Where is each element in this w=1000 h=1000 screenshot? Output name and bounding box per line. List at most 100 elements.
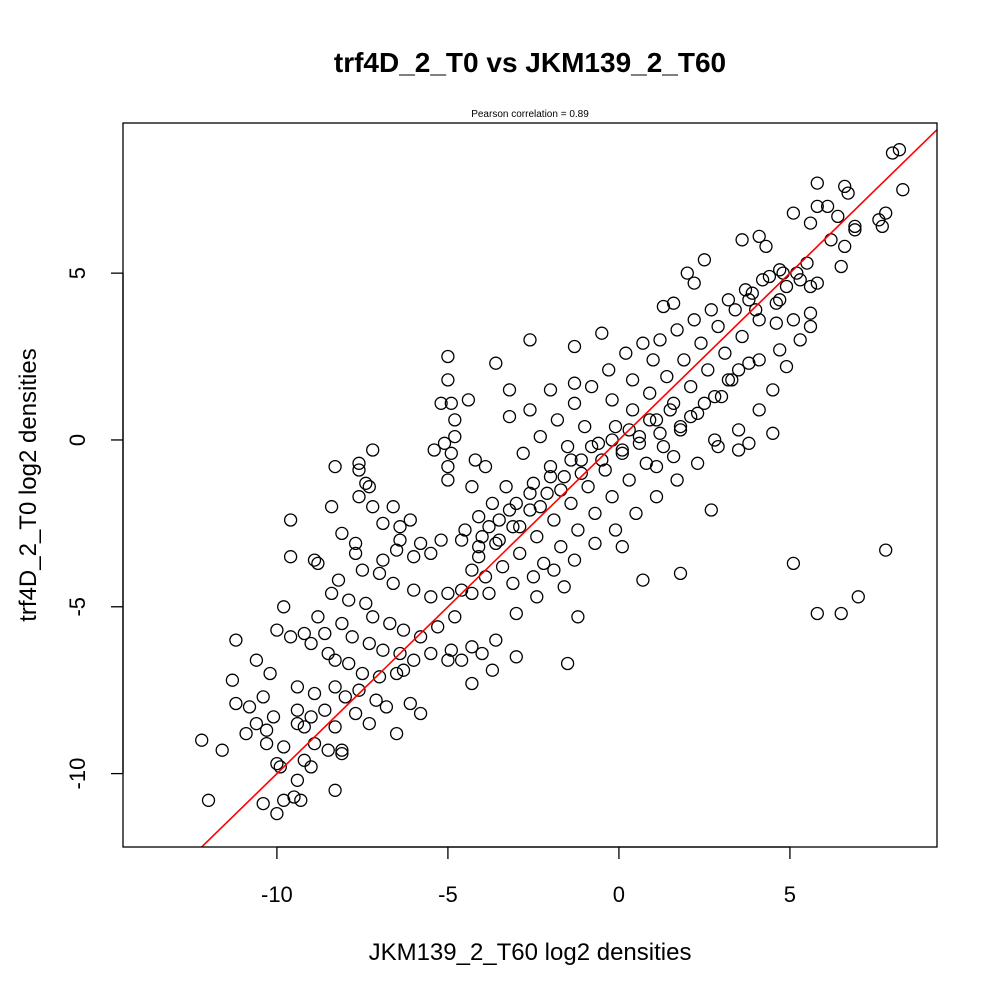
data-point <box>413 536 428 551</box>
data-point <box>523 503 537 517</box>
data-point <box>574 453 588 467</box>
data-point <box>407 653 421 667</box>
data-point <box>499 480 513 494</box>
data-point <box>307 686 322 701</box>
x-axis: -10 -5 0 5 <box>261 846 796 907</box>
data-point <box>530 530 544 544</box>
data-point <box>530 590 544 604</box>
data-point <box>790 266 804 280</box>
data-point <box>290 773 305 787</box>
data-point <box>704 303 718 317</box>
data-point <box>622 423 636 437</box>
data-point <box>793 273 807 287</box>
data-point <box>779 279 794 294</box>
data-point <box>752 403 766 417</box>
data-point <box>749 303 763 317</box>
data-point <box>324 586 339 601</box>
y-axis: -10 -5 0 5 <box>65 267 124 789</box>
data-point <box>434 533 448 547</box>
data-point <box>448 610 462 624</box>
data-point <box>434 396 448 410</box>
data-point <box>803 319 818 334</box>
data-point <box>619 346 633 360</box>
data-point <box>393 533 407 547</box>
data-point <box>482 586 496 601</box>
data-point <box>509 496 523 511</box>
data-point <box>687 276 701 290</box>
data-point <box>786 556 801 571</box>
data-point <box>318 626 332 641</box>
data-point <box>543 470 558 484</box>
data-point <box>352 463 366 477</box>
data-point <box>533 429 547 444</box>
data-point <box>277 600 291 614</box>
data-point <box>297 626 311 641</box>
data-point <box>362 636 376 651</box>
data-point <box>345 630 359 644</box>
data-point <box>424 646 438 661</box>
data-point <box>355 563 370 577</box>
data-point <box>608 523 623 537</box>
data-point <box>389 726 404 741</box>
data-point <box>803 306 818 320</box>
data-point <box>673 566 688 581</box>
data-point <box>472 540 486 554</box>
x-tick-label: 5 <box>784 882 796 907</box>
data-point <box>283 550 298 564</box>
data-point <box>526 476 541 490</box>
data-point <box>195 733 209 747</box>
data-point <box>879 206 893 220</box>
x-tick-label: -10 <box>261 882 293 907</box>
data-point <box>427 443 441 457</box>
data-point <box>441 459 455 474</box>
data-point <box>762 269 777 284</box>
data-point <box>465 640 479 654</box>
data-point <box>492 513 506 527</box>
data-point <box>321 743 335 757</box>
data-point <box>708 389 722 404</box>
data-point <box>290 703 305 717</box>
data-point <box>581 480 595 494</box>
data-point <box>653 426 667 440</box>
data-point <box>328 720 342 734</box>
data-point <box>564 496 578 511</box>
data-point <box>602 363 616 377</box>
data-point <box>256 690 270 704</box>
data-point <box>502 409 517 424</box>
data-point <box>304 710 318 724</box>
data-point <box>704 503 718 517</box>
data-point <box>643 386 657 400</box>
plot-frame <box>122 122 938 848</box>
data-point <box>239 726 253 741</box>
data-point <box>745 286 759 300</box>
data-point <box>523 486 537 500</box>
data-point <box>441 586 455 601</box>
data-point <box>379 700 394 714</box>
data-point <box>643 413 657 427</box>
data-point <box>359 596 373 611</box>
data-point <box>393 520 407 534</box>
data-point <box>335 616 349 631</box>
data-point <box>294 793 308 807</box>
data-point <box>485 496 500 511</box>
data-point <box>694 336 708 350</box>
data-point <box>851 590 865 604</box>
data-point <box>249 653 264 667</box>
data-point <box>229 696 243 711</box>
data-point <box>639 456 653 470</box>
data-point <box>389 666 404 681</box>
data-point <box>403 696 417 711</box>
data-point <box>896 183 910 197</box>
data-point <box>615 446 629 460</box>
data-point <box>513 546 527 561</box>
data-point <box>595 453 609 467</box>
data-point <box>800 256 814 270</box>
data-point <box>735 233 749 247</box>
data-point <box>697 396 712 410</box>
data-point <box>656 299 671 314</box>
y-tick-label: -5 <box>65 597 90 617</box>
data-point <box>554 540 568 554</box>
data-point <box>766 426 780 440</box>
data-point <box>776 266 790 280</box>
data-point <box>465 480 479 494</box>
